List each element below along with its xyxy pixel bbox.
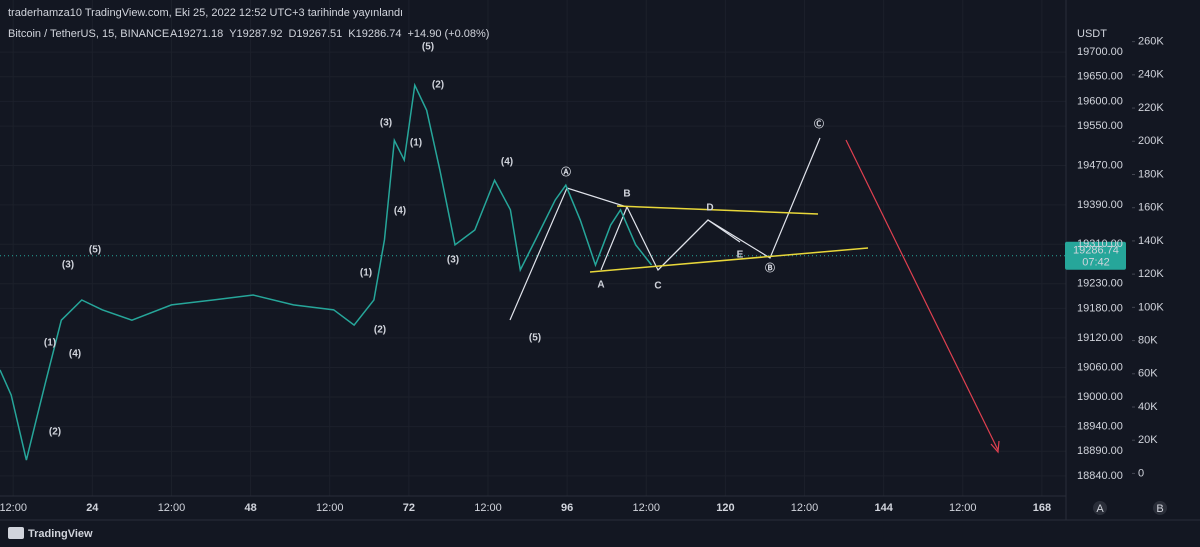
- x-tick-label: 72: [403, 502, 415, 514]
- x-tick-label: 96: [561, 502, 573, 514]
- y2-tick-label: 120K: [1138, 268, 1164, 280]
- wave-label: C: [654, 281, 661, 292]
- wave-label: (1): [44, 338, 56, 349]
- last-price: 19286.74: [1073, 245, 1119, 257]
- change: +14.90 (+0.08%): [407, 28, 489, 40]
- logo: [8, 527, 24, 539]
- wave-label: (4): [501, 157, 513, 168]
- ohlc: A19271.18 Y19287.92 D19267.51 K19286.74 +14.…: [170, 28, 489, 40]
- wave-label: (4): [69, 349, 81, 360]
- y2-tick-label: 140K: [1138, 235, 1164, 247]
- y2-tick-label: 80K: [1138, 334, 1158, 346]
- ohlc-value: A19271.18: [170, 28, 223, 40]
- wave-label: D: [706, 203, 713, 214]
- y-tick-label: 19060.00: [1077, 361, 1123, 373]
- wave-label: E: [737, 250, 744, 261]
- x-tick-label: 12:00: [632, 502, 660, 514]
- y-tick-label: 19230.00: [1077, 278, 1123, 290]
- ohlc-value: K19286.74: [348, 28, 401, 40]
- y-tick-label: 19600.00: [1077, 95, 1123, 107]
- x-tick-label: 144: [874, 502, 893, 514]
- y2-tick-label: 20K: [1138, 434, 1158, 446]
- wave-label: B: [623, 189, 630, 200]
- x-tick-label: 12:00: [791, 502, 819, 514]
- wave-label: (5): [422, 42, 434, 53]
- y2-tick-label: 200K: [1138, 135, 1164, 147]
- ohlc-value: Y19287.92: [229, 28, 282, 40]
- y2-tick-label: 180K: [1138, 168, 1164, 180]
- wave-label: Ⓒ: [814, 118, 824, 131]
- x-tick-label: 12:00: [0, 502, 27, 514]
- x-tick-label: 12:00: [474, 502, 502, 514]
- scale-button[interactable]: [1153, 501, 1167, 515]
- price-tag: [1065, 241, 1126, 270]
- y-tick-label: 19310.00: [1077, 238, 1123, 250]
- y2-tick-label: 260K: [1138, 36, 1164, 48]
- y-tick-label: 19650.00: [1077, 71, 1123, 83]
- y-tick-label: 19550.00: [1077, 120, 1123, 132]
- y-tick-label: 19000.00: [1077, 391, 1123, 403]
- y-tick-label: 19700.00: [1077, 46, 1123, 58]
- x-tick-label: 12:00: [316, 502, 344, 514]
- y-tick-label: 19120.00: [1077, 332, 1123, 344]
- wave-label: (2): [374, 325, 386, 336]
- wave-label: (3): [62, 260, 74, 271]
- wave-label: Ⓑ: [765, 262, 775, 275]
- wave-label: (5): [89, 245, 101, 256]
- y-tick-label: 18840.00: [1077, 470, 1123, 482]
- y2-tick-label: 160K: [1138, 202, 1164, 214]
- x-tick-label: 12:00: [949, 502, 977, 514]
- y-tick-label: 19470.00: [1077, 159, 1123, 171]
- countdown: 07:42: [1082, 257, 1110, 269]
- wave-label: (4): [394, 206, 406, 217]
- x-tick-label: 24: [86, 502, 99, 514]
- wave-label: (1): [360, 268, 372, 279]
- arrow: [845, 139, 999, 451]
- y-tick-label: 19180.00: [1077, 302, 1123, 314]
- trendline: [616, 205, 819, 215]
- y2-tick-label: 40K: [1138, 401, 1158, 413]
- axis-unit: USDT: [1077, 28, 1107, 40]
- y2-tick-label: 220K: [1138, 102, 1164, 114]
- x-tick-label: 12:00: [158, 502, 186, 514]
- wave-label: (2): [49, 427, 61, 438]
- y-tick-label: 19390.00: [1077, 199, 1123, 211]
- y-tick-label: 18940.00: [1077, 420, 1123, 432]
- brand: TradingView: [28, 528, 93, 540]
- wave-label: (3): [380, 118, 392, 129]
- ohlc-value: D19267.51: [288, 28, 342, 40]
- wave-label: A: [597, 280, 604, 291]
- wave-label: (3): [447, 255, 459, 266]
- scale-button-label[interactable]: B: [1156, 503, 1163, 515]
- scale-button[interactable]: [1093, 501, 1107, 515]
- x-tick-label: 120: [716, 502, 734, 514]
- arrow-head: [990, 440, 1000, 454]
- wave-label: Ⓐ: [561, 166, 571, 179]
- wave-label: (2): [432, 80, 444, 91]
- y2-tick-label: 240K: [1138, 69, 1164, 81]
- y-tick-label: 18890.00: [1077, 445, 1123, 457]
- wave-label: (5): [529, 333, 541, 344]
- trendline: [589, 247, 869, 273]
- y2-tick-label: 60K: [1138, 368, 1158, 380]
- y2-tick-label: 100K: [1138, 301, 1164, 313]
- price-line: [0, 82, 653, 461]
- drawings: [509, 137, 1000, 454]
- scale-button-label[interactable]: A: [1096, 503, 1104, 515]
- symbol: Bitcoin / TetherUS, 15, BINANCE: [8, 28, 169, 40]
- wave-label: (1): [410, 138, 422, 149]
- white-wave: [657, 137, 821, 271]
- x-tick-label: 48: [244, 502, 256, 514]
- header: traderhamza10 TradingView.com, Eki 25, 2…: [8, 7, 403, 19]
- x-tick-label: 168: [1033, 502, 1051, 514]
- y2-tick-label: 0: [1138, 467, 1144, 479]
